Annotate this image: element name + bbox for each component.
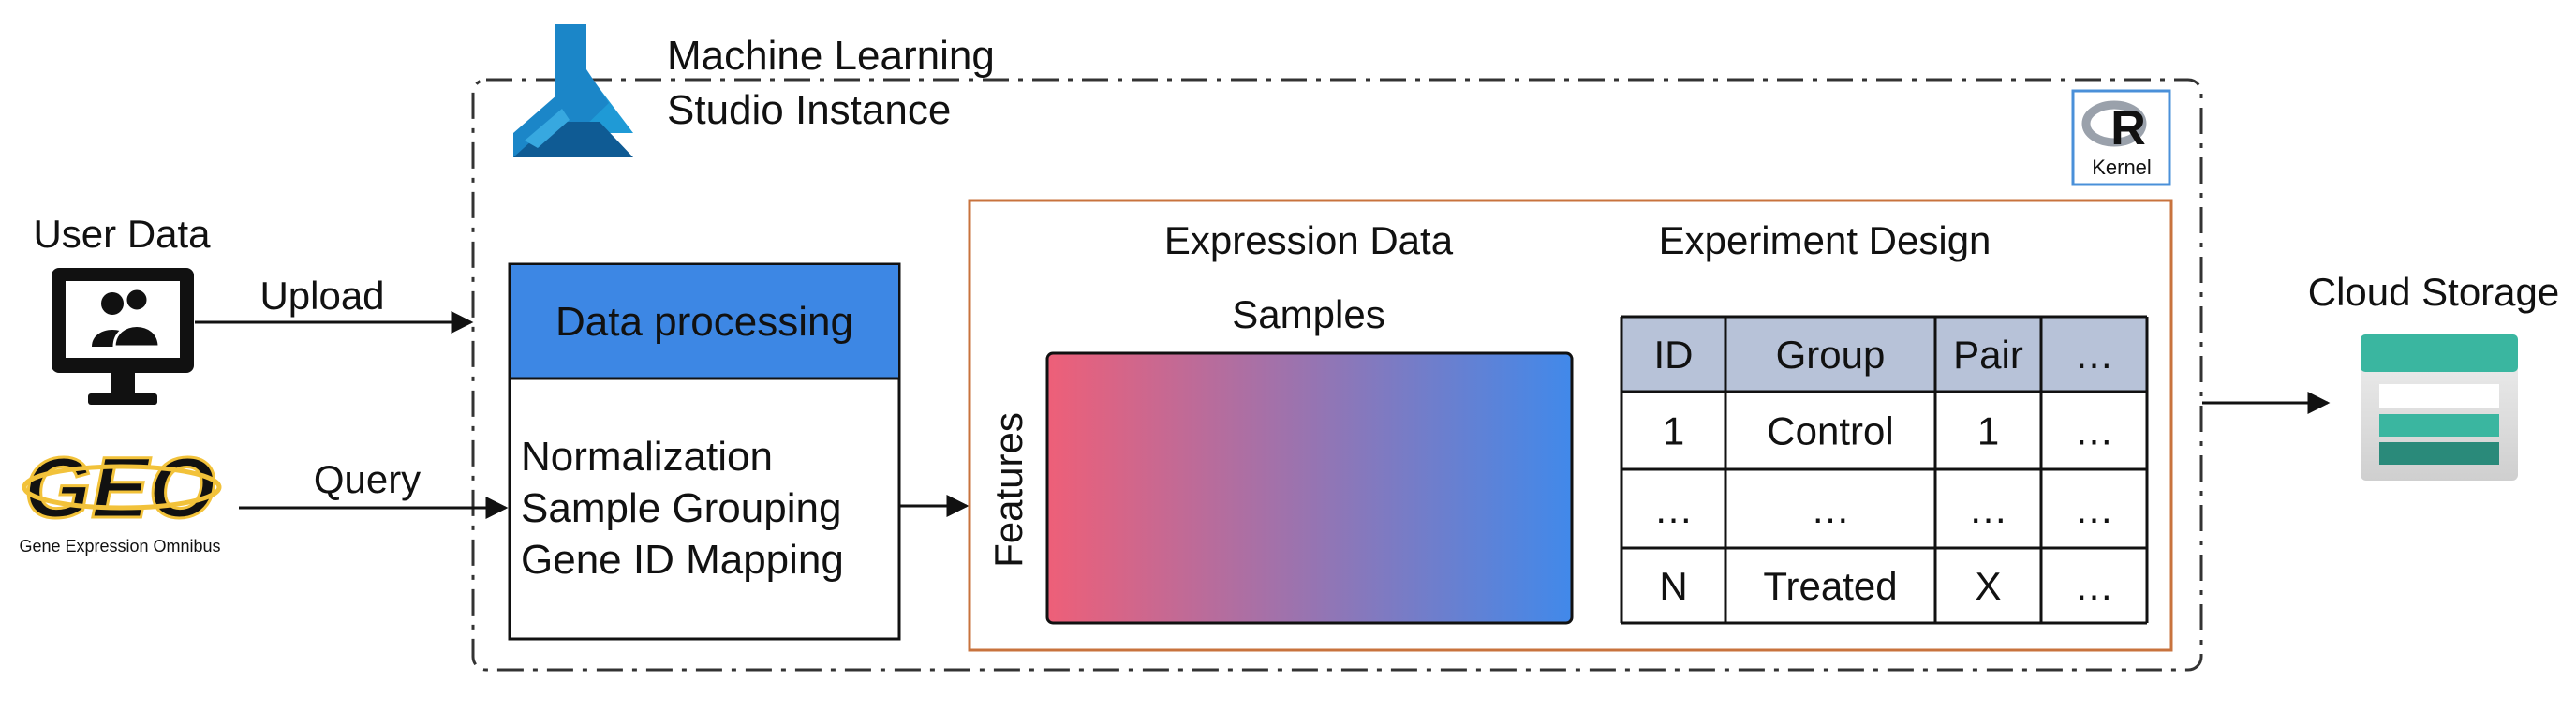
experiment-design-table: ID Group Pair … 1 Control 1 … … … … … N Treated X … (1620, 315, 2149, 625)
table-header-cell: Group (1776, 333, 1886, 377)
geo-logo-text: GEO (24, 440, 215, 536)
azure-ml-logo (513, 24, 633, 157)
table-header-background (1621, 317, 2147, 392)
monitor-users-icon (52, 268, 194, 405)
table-cell: … (1654, 487, 1694, 531)
cloud-storage-icon (2361, 334, 2518, 481)
cloud-storage-label: Cloud Storage (2308, 270, 2560, 314)
data-processing-header: Data processing (555, 299, 853, 345)
table-cell: 1 (1977, 409, 1999, 453)
table-cell: Treated (1763, 564, 1897, 608)
r-logo-icon: R (2110, 101, 2146, 156)
r-kernel-badge: R Kernel (2071, 89, 2171, 186)
ml-studio-instance-boundary (471, 78, 2203, 672)
upload-label: Upload (259, 274, 384, 318)
geo-caption: Gene Expression Omnibus (19, 537, 220, 556)
processing-step: Sample Grouping (521, 485, 841, 531)
processing-step: Normalization (521, 434, 773, 480)
table-cell: … (2075, 564, 2114, 608)
instance-title-line2: Studio Instance (667, 87, 951, 133)
instance-title-line1: Machine Learning (667, 33, 995, 79)
user-data-label: User Data (33, 212, 211, 256)
experiment-design-title: Experiment Design (1659, 218, 1991, 262)
table-cell: Control (1767, 409, 1893, 453)
table-cell: … (2075, 487, 2114, 531)
expression-matrix (1045, 351, 1574, 625)
samples-label: Samples (1232, 292, 1384, 336)
table-cell: N (1659, 564, 1687, 608)
table-header-cell: ID (1654, 333, 1694, 377)
r-logo-ring (2081, 100, 2147, 147)
table-cell: X (1975, 564, 2001, 608)
processing-step: Gene ID Mapping (521, 537, 844, 583)
table-header-cell: … (2075, 333, 2114, 377)
data-container (968, 199, 2173, 652)
r-kernel-label: Kernel (2092, 156, 2152, 179)
table-header-cell: Pair (1953, 333, 2023, 377)
query-label: Query (314, 457, 421, 501)
geo-logo: GEO Gene Expression Omnibus (19, 439, 222, 556)
expression-data-title: Expression Data (1164, 218, 1454, 262)
table-cell: 1 (1663, 409, 1684, 453)
data-processing-box: Data processing Normalization Sample Gro… (508, 262, 901, 641)
table-cell: … (2075, 409, 2114, 453)
table-cell: … (1969, 487, 2008, 531)
table-cell: … (1811, 487, 1850, 531)
features-label: Features (986, 412, 1030, 568)
